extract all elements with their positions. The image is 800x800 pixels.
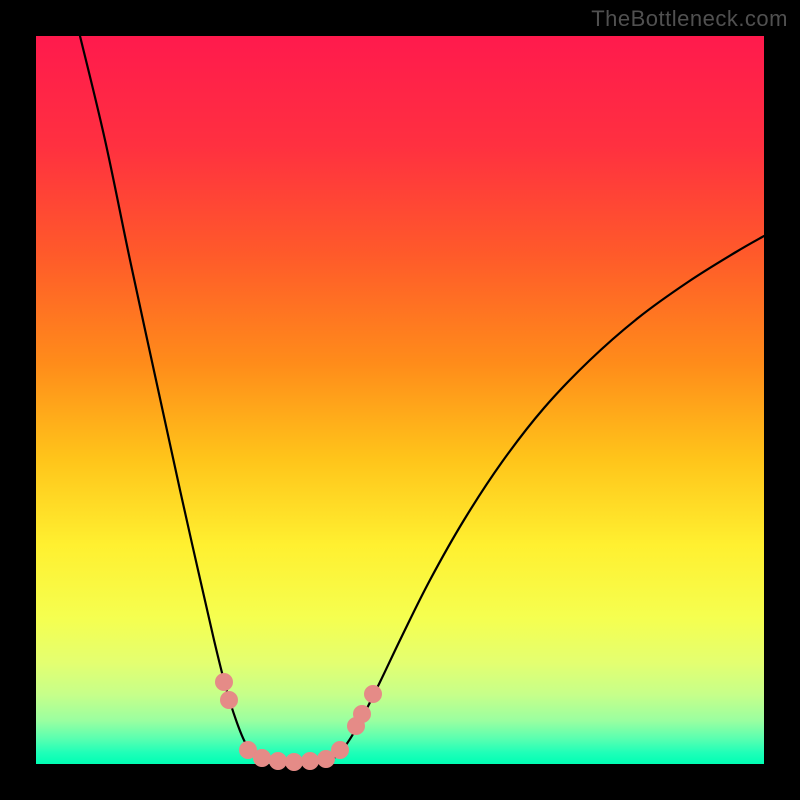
data-marker: [286, 754, 303, 771]
data-marker: [270, 753, 287, 770]
data-marker: [216, 674, 233, 691]
plot-area: [36, 36, 764, 764]
data-marker: [365, 686, 382, 703]
data-marker: [302, 753, 319, 770]
data-marker: [332, 742, 349, 759]
data-marker: [354, 706, 371, 723]
marker-layer: [0, 0, 800, 800]
watermark-text: TheBottleneck.com: [591, 6, 788, 32]
data-marker: [254, 750, 271, 767]
data-marker: [221, 692, 238, 709]
